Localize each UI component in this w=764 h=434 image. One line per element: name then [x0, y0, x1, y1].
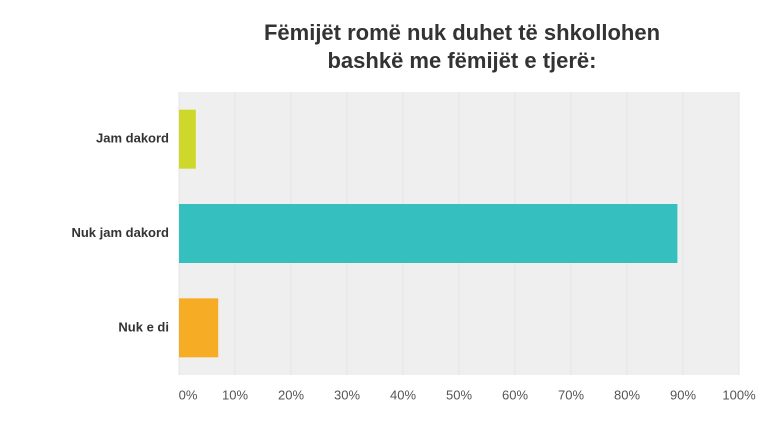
x-tick-label: 100%	[722, 387, 756, 402]
chart-title: Fëmijët romë nuk duhet të shkollohen	[264, 20, 660, 45]
x-tick-label: 30%	[334, 387, 360, 402]
chart-title: bashkë me fëmijët e tjerë:	[327, 48, 596, 73]
x-tick-label: 80%	[614, 387, 640, 402]
x-tick-label: 50%	[446, 387, 472, 402]
x-tick-label: 70%	[558, 387, 584, 402]
x-tick-label: 10%	[222, 387, 248, 402]
x-tick-label: 40%	[390, 387, 416, 402]
x-tick-label: 20%	[278, 387, 304, 402]
x-tick-label: 60%	[502, 387, 528, 402]
bar	[179, 109, 196, 169]
y-tick-label: Nuk e di	[118, 319, 169, 334]
x-tick-label: 0%	[179, 387, 198, 402]
y-tick-label: Nuk jam dakord	[71, 225, 169, 240]
y-tick-label: Jam dakord	[96, 131, 169, 146]
bar	[179, 298, 219, 358]
x-tick-label: 90%	[670, 387, 696, 402]
bar	[179, 204, 678, 263]
